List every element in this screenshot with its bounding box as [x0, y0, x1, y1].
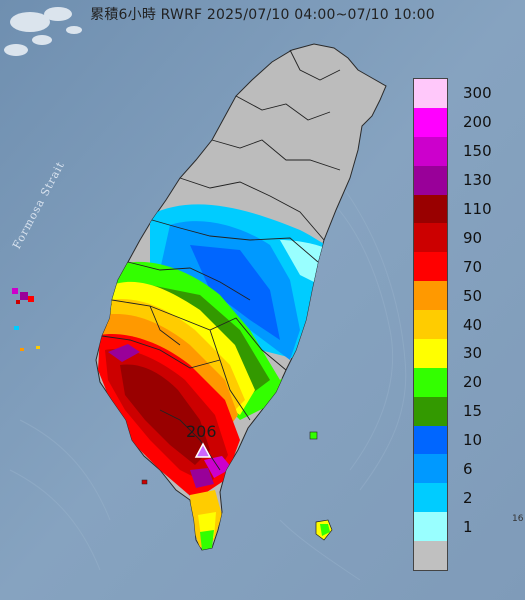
triangle-marker-icon: [194, 442, 212, 458]
legend-swatch: [414, 367, 447, 398]
legend-swatch: [414, 425, 447, 455]
legend-swatch: [414, 136, 447, 167]
legend-swatch: [414, 483, 447, 513]
legend-swatch: [414, 194, 447, 224]
green-island: [309, 431, 318, 440]
legend-swatch: [414, 252, 447, 282]
legend-label: 6: [463, 459, 473, 478]
penghu-islands: [12, 288, 40, 351]
legend-label: 1: [463, 517, 473, 536]
max-rainfall-label: 206: [186, 422, 217, 441]
orchid-island: [315, 519, 333, 541]
legend-swatch: [414, 338, 447, 369]
legend-label: 110: [463, 199, 492, 218]
legend-label: 130: [463, 171, 492, 190]
legend-swatch: [414, 454, 447, 484]
legend-swatch: [414, 165, 447, 196]
map-title: 累積6小時 RWRF 2025/07/10 04:00~07/10 10:00: [90, 7, 435, 23]
legend-swatch: [414, 281, 447, 311]
rainfall-field: [98, 204, 340, 550]
legend-label: 2: [463, 488, 473, 507]
legend-label: 90: [463, 228, 483, 247]
legend-swatch: [414, 310, 447, 340]
legend-label: 300: [463, 84, 492, 103]
legend-label: 10: [463, 431, 483, 450]
edge-label: 16: [512, 514, 524, 524]
legend-swatch: [414, 541, 447, 571]
legend-swatch: [414, 223, 447, 253]
liuqiu-island: [141, 479, 148, 485]
legend-swatch: [414, 79, 447, 109]
legend-label: 15: [463, 402, 483, 421]
legend-label: 50: [463, 286, 483, 305]
legend-swatch: [414, 107, 447, 138]
legend-label: 200: [463, 113, 492, 132]
legend-label: 30: [463, 344, 483, 363]
legend-label: 40: [463, 315, 483, 334]
legend-swatch: [414, 396, 447, 427]
seabed-texture: [9, 189, 407, 581]
county-boundaries: [101, 49, 341, 471]
legend-label: 70: [463, 257, 483, 276]
legend-swatch: [414, 512, 447, 542]
legend-label: 150: [463, 142, 492, 161]
cloud-speckles: [4, 7, 82, 56]
legend-label: 20: [463, 373, 483, 392]
legend-colorbar: [413, 78, 448, 571]
